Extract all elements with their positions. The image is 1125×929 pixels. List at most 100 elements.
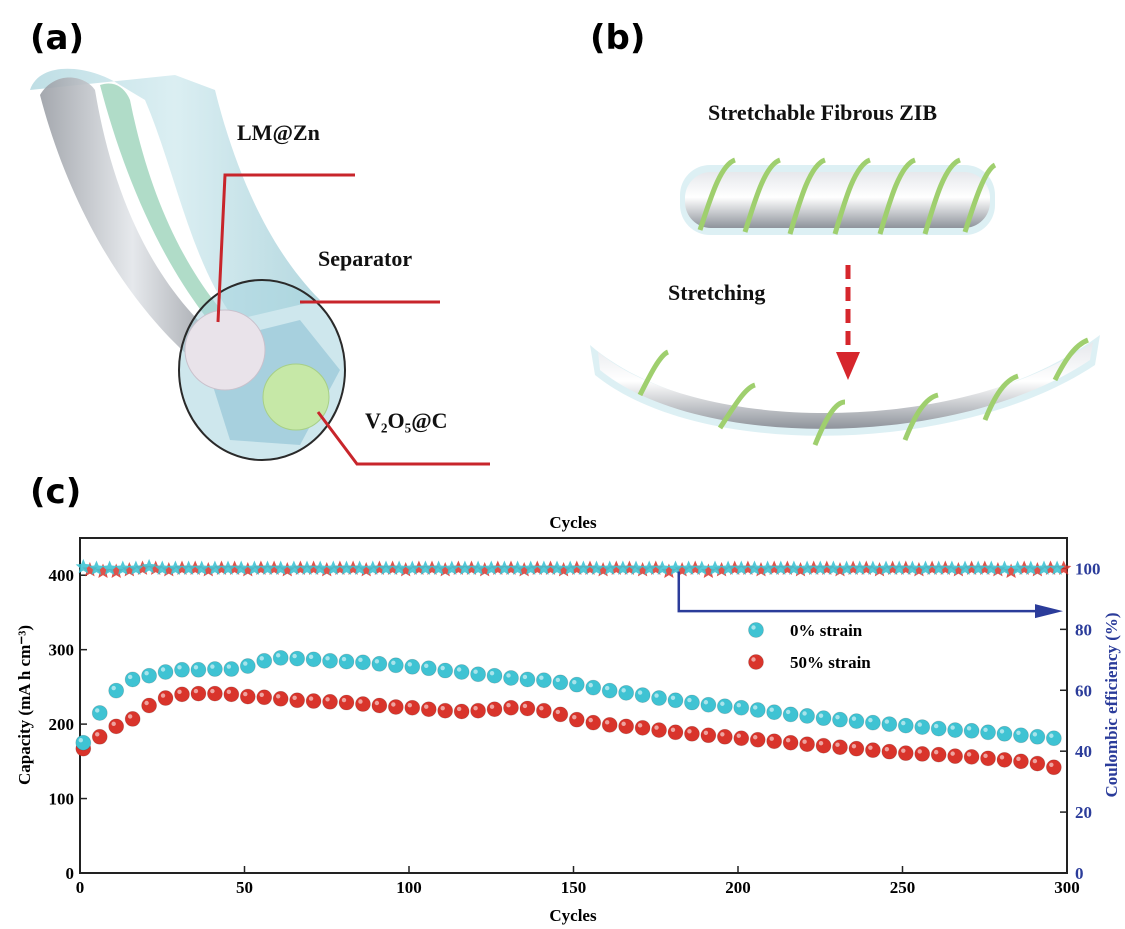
capacity-0-strain-point [684, 694, 700, 711]
ce-0-strain-point [694, 560, 710, 575]
capacity-0-strain-point [75, 734, 92, 751]
capacity-0-strain-point-highlight [127, 674, 133, 680]
y-right-tick-label: 0 [1075, 864, 1084, 883]
chart-top-title: Cycles [549, 513, 597, 532]
fiber-cross-section-illustration [30, 68, 490, 466]
outer-sheath-shape [30, 68, 320, 320]
ce-0-strain-point [404, 560, 420, 575]
capacity-0-strain-point-highlight [391, 660, 396, 665]
capacity-0-strain-point-highlight [456, 667, 462, 672]
ce-0-strain-point [720, 560, 736, 575]
capacity-50-strain-point-highlight [456, 706, 462, 712]
panel-b-stretching-label: Stretching [668, 280, 766, 305]
capacity-0-strain-point [552, 674, 569, 691]
ce-0-strain-point [891, 560, 907, 575]
capacity-50-strain-point-highlight [654, 725, 659, 730]
capacity-50-strain-point-highlight [127, 714, 133, 719]
capacity-0-strain-point-highlight [851, 716, 857, 721]
capacity-50-strain-point-highlight [308, 696, 314, 701]
capacity-50-strain-point [486, 701, 503, 718]
ce-0-strain-point [431, 560, 447, 575]
ce-0-strain-point [286, 560, 302, 575]
ce-0-strain-point [1049, 560, 1065, 575]
capacity-0-strain-point-highlight [78, 738, 83, 743]
capacity-50-strain-point [223, 686, 240, 703]
capacity-50-strain-point [963, 748, 980, 765]
capacity-50-strain-point [897, 745, 914, 762]
capacity-50-strain-point [568, 711, 585, 728]
legend-marker-highlight [751, 657, 756, 662]
capacity-0-strain-point [897, 717, 914, 734]
ce-0-strain-point [312, 560, 328, 575]
capacity-0-strain-point [470, 666, 486, 683]
x-tick-label: 300 [1054, 878, 1080, 897]
panel-label-a: (a) [30, 18, 85, 58]
capacity-0-strain-point-highlight [473, 669, 478, 674]
capacity-50-strain-point-highlight [111, 721, 116, 727]
ce-0-strain-point [207, 560, 223, 575]
capacity-50-strain-point-highlight [292, 695, 297, 700]
capacity-50-strain-point-highlight [933, 749, 939, 755]
capacity-50-strain-point [305, 693, 322, 709]
capacity-0-strain-point [108, 682, 125, 699]
capacity-0-strain-point [124, 671, 141, 688]
capacity-0-strain-point [963, 722, 980, 739]
panel-label-b: (b) [590, 18, 646, 58]
capacity-50-strain-point [387, 699, 404, 715]
capacity-50-strain-point-highlight [473, 706, 478, 711]
capacity-50-strain-point [1013, 753, 1029, 770]
y-tick-label: 400 [49, 566, 75, 585]
capacity-0-strain-point-highlight [703, 700, 709, 705]
capacity-0-strain-point-highlight [407, 662, 412, 667]
stretch-arrow-head [836, 352, 860, 380]
capacity-50-strain-point-highlight [341, 697, 347, 703]
capacity-50-strain-point [503, 699, 519, 716]
capacity-50-strain-point-highlight [489, 704, 495, 709]
ce-0-strain-point [944, 560, 960, 575]
ce-0-strain-point [615, 560, 631, 575]
capacity-0-strain-point [239, 658, 256, 674]
y-right-tick-label: 20 [1075, 803, 1092, 822]
capacity-0-strain-point [881, 716, 898, 733]
capacity-50-strain-point-highlight [621, 721, 626, 727]
capacity-0-strain-point [947, 722, 964, 738]
capacity-50-strain-point-highlight [670, 727, 676, 732]
y-tick-label: 100 [49, 790, 75, 809]
capacity-50-strain-point [371, 697, 388, 714]
ce-0-strain-point [102, 560, 118, 575]
zn-core-shape [40, 77, 225, 370]
ce-0-strain-point [917, 560, 934, 575]
capacity-50-strain-point-highlight [884, 746, 890, 752]
ce-0-strain-point [128, 560, 144, 575]
cathode-fiber-shape [100, 83, 260, 361]
capacity-50-strain-point-highlight [440, 706, 445, 711]
capacity-0-strain-point [864, 714, 881, 731]
capacity-0-strain-point-highlight [1049, 733, 1054, 738]
capacity-0-strain-point [223, 661, 240, 677]
capacity-50-strain-point-highlight [95, 732, 100, 737]
capacity-50-strain-point-highlight [407, 703, 412, 708]
capacity-50-strain-point [535, 702, 552, 719]
ce-0-strain-point [115, 560, 131, 575]
capacity-0-strain-point-highlight [95, 708, 100, 713]
capacity-0-strain-point [700, 696, 717, 713]
capacity-50-strain-point [322, 693, 338, 710]
capacity-0-strain-point [338, 653, 355, 670]
ce-0-strain-point [299, 560, 315, 575]
y-axis-right-label: Coulombic efficiency (%) [1102, 612, 1121, 797]
capacity-50-strain-point [437, 702, 454, 719]
capacity-0-strain-point-highlight [950, 725, 955, 730]
ce-0-strain-point [338, 560, 355, 575]
capacity-0-strain-point [157, 664, 174, 680]
ce-0-strain-point [154, 560, 170, 575]
ce-0-strain-point [996, 560, 1013, 575]
ce-0-strain-point [1010, 560, 1026, 575]
right-axis-arrow [677, 571, 1063, 619]
capacity-0-strain-point [651, 690, 667, 706]
capacity-0-strain-point-highlight [522, 674, 528, 680]
capacity-50-strain-point [651, 722, 667, 738]
ce-0-strain-point [957, 560, 973, 575]
capacity-0-strain-point [272, 649, 289, 666]
capacity-0-strain-point [815, 710, 832, 727]
capacity-50-strain-point [338, 694, 355, 711]
